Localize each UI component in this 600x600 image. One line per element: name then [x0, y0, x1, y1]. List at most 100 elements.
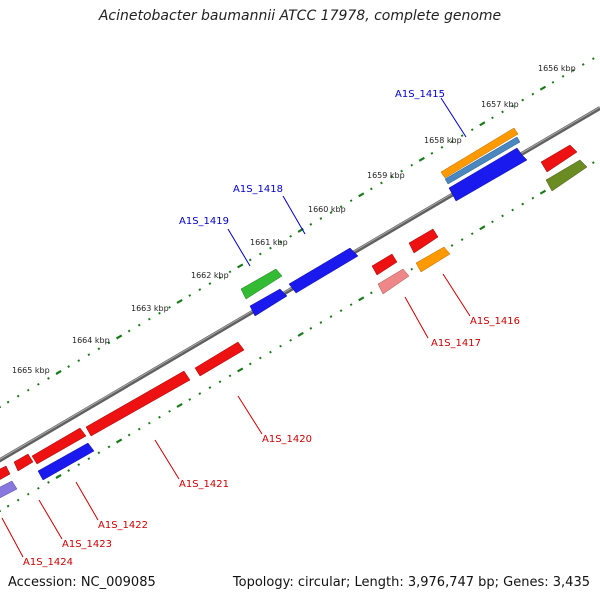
tick-mark: [218, 276, 222, 280]
gene-label-A1S_1420[interactable]: A1S_1420: [262, 434, 312, 445]
tick-mark: [369, 187, 373, 191]
tick-mark: [147, 317, 151, 321]
gene-arrow[interactable]: [444, 136, 521, 185]
gene-arrow[interactable]: [377, 268, 410, 295]
reverse-genes: [0, 228, 451, 501]
tick-mark: [198, 392, 202, 395]
gene-arrow[interactable]: [540, 144, 578, 173]
gene-arrow[interactable]: [415, 246, 451, 273]
topology-text: Topology: circular; Length: 3,976,747 bp…: [232, 575, 590, 590]
tick-mark: [440, 146, 444, 149]
tick-mark: [470, 232, 474, 236]
tick-mark: [279, 344, 282, 348]
tick-mark: [137, 323, 141, 327]
label-leaders: [1, 97, 471, 558]
gene-arrow[interactable]: [85, 370, 191, 437]
tick-mark: [248, 362, 252, 366]
tick-mark: [521, 98, 525, 102]
gene-arrow[interactable]: [440, 127, 519, 179]
tick-mark: [248, 258, 252, 262]
tick-mark: [77, 359, 81, 362]
gene-arrow[interactable]: [249, 288, 288, 317]
tick-mark: [551, 80, 555, 84]
gene-label-A1S_1422[interactable]: A1S_1422: [98, 520, 148, 531]
tick-mark: [511, 104, 515, 108]
gene-arrow[interactable]: [288, 247, 359, 294]
tick-mark: [26, 388, 30, 392]
tick-mark: [571, 69, 575, 72]
gene-arrow[interactable]: [545, 159, 588, 192]
gene-arrow[interactable]: [194, 341, 245, 377]
gene-arrow[interactable]: [0, 465, 11, 483]
tick-mark: [36, 486, 40, 490]
gene-label-A1S_1421[interactable]: A1S_1421: [179, 479, 229, 490]
tick-mark: [237, 367, 244, 373]
tick-mark: [491, 116, 494, 120]
gene-arrow[interactable]: [0, 480, 18, 501]
tick-label-1658: 1658 kbp: [424, 136, 462, 145]
tick-mark: [450, 140, 454, 143]
gene-arrow[interactable]: [448, 147, 528, 202]
tick-mark: [16, 394, 20, 398]
kbp-tick-labels: 1656 kbp 1657 kbp 1658 kbp 1659 kbp 1660…: [12, 64, 576, 375]
tick-mark: [380, 181, 383, 185]
gene-arrow[interactable]: [240, 268, 283, 300]
tick-mark: [418, 156, 425, 162]
tick-label-1664: 1664 kbp: [72, 336, 110, 345]
tick-mark: [218, 380, 222, 384]
tick-mark: [258, 356, 262, 360]
gene-label-A1S_1418[interactable]: A1S_1418: [233, 184, 283, 195]
tick-label-1663: 1663 kbp: [131, 304, 169, 313]
gene-label-A1S_1424[interactable]: A1S_1424: [23, 557, 73, 568]
tick-mark: [115, 438, 123, 444]
tick-mark: [16, 498, 20, 502]
tick-mark: [176, 402, 183, 408]
tick-mark: [87, 353, 91, 357]
tick-mark: [107, 445, 111, 449]
gene-labels: A1S_1415 A1S_1418 A1S_1419 A1S_1416 A1S_…: [23, 89, 520, 568]
tick-mark: [237, 263, 244, 269]
tick-mark: [531, 92, 535, 96]
gene-label-A1S_1416[interactable]: A1S_1416: [470, 316, 520, 327]
outer-tick-track: [0, 57, 595, 409]
tick-mark: [208, 386, 212, 389]
tick-mark: [228, 270, 232, 274]
accession-text: Accession: NC_009085: [8, 575, 156, 590]
tick-mark: [97, 347, 101, 351]
tick-mark: [55, 473, 62, 479]
tick-mark: [47, 377, 50, 380]
tick-mark: [430, 151, 434, 155]
tick-mark: [450, 244, 454, 247]
tick-mark: [115, 334, 123, 340]
tick-mark: [6, 504, 10, 508]
tick-mark: [168, 305, 171, 309]
tick-mark: [319, 217, 323, 220]
gene-label-A1S_1423[interactable]: A1S_1423: [62, 539, 112, 550]
tick-mark: [309, 223, 313, 226]
forward-genes: [240, 127, 588, 317]
gene-arrow[interactable]: [13, 453, 34, 472]
tick-label-1665: 1665 kbp: [12, 366, 50, 375]
gene-label-A1S_1419[interactable]: A1S_1419: [179, 216, 229, 227]
inner-tick-track: [0, 161, 595, 513]
gene-arrow[interactable]: [31, 427, 87, 465]
gene-arrow[interactable]: [408, 228, 439, 254]
tick-mark: [47, 481, 50, 484]
tick-mark: [390, 175, 393, 179]
tick-mark: [400, 169, 404, 173]
tick-mark: [339, 309, 343, 313]
gene-label-A1S_1417[interactable]: A1S_1417: [431, 338, 481, 349]
gene-arrow[interactable]: [371, 253, 398, 276]
tick-mark: [0, 405, 2, 409]
tick-mark: [228, 374, 232, 378]
tick-label-1662: 1662 kbp: [191, 271, 229, 280]
gene-label-A1S_1415[interactable]: A1S_1415: [395, 89, 445, 100]
tick-mark: [269, 350, 272, 354]
tick-mark: [168, 409, 171, 413]
tick-mark: [539, 189, 547, 195]
tick-mark: [591, 161, 595, 164]
gene-arrow[interactable]: [37, 442, 95, 481]
tick-mark: [176, 298, 183, 304]
tick-mark: [188, 294, 192, 297]
tick-mark: [279, 240, 282, 244]
